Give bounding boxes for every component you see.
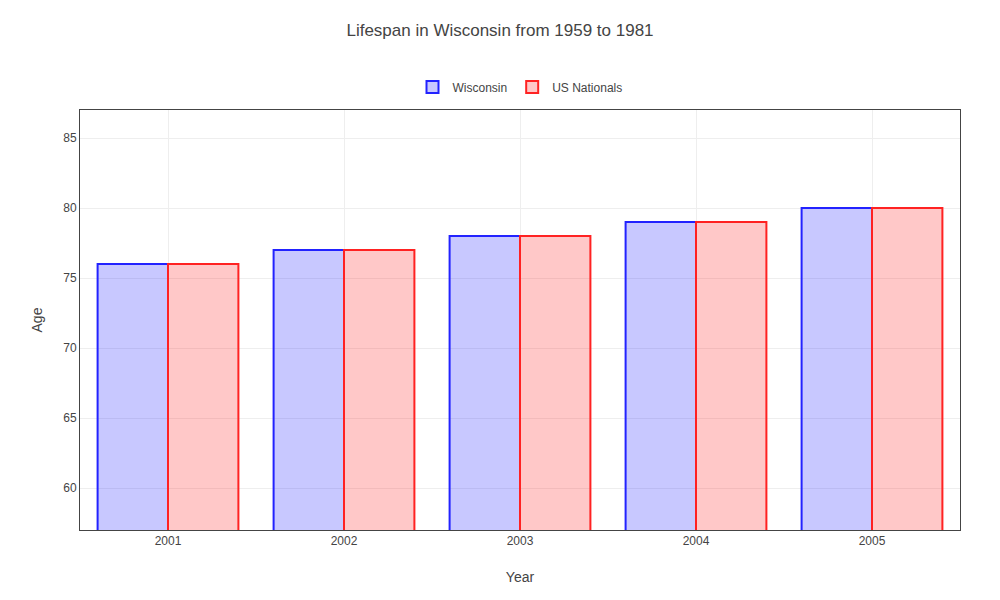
svg-text:Age: Age (29, 307, 45, 332)
svg-text:75: 75 (63, 271, 77, 285)
svg-text:Wisconsin: Wisconsin (453, 81, 508, 95)
svg-text:2004: 2004 (683, 534, 710, 548)
svg-text:Year: Year (506, 569, 535, 585)
svg-text:US Nationals: US Nationals (552, 81, 622, 95)
svg-text:70: 70 (63, 341, 77, 355)
svg-text:2005: 2005 (859, 534, 886, 548)
svg-text:2002: 2002 (331, 534, 358, 548)
svg-text:80: 80 (63, 201, 77, 215)
svg-text:2003: 2003 (507, 534, 534, 548)
svg-text:60: 60 (63, 481, 77, 495)
svg-text:65: 65 (63, 411, 77, 425)
svg-text:Lifespan in Wisconsin from 195: Lifespan in Wisconsin from 1959 to 1981 (346, 21, 653, 40)
svg-text:85: 85 (63, 131, 77, 145)
svg-text:2001: 2001 (155, 534, 182, 548)
